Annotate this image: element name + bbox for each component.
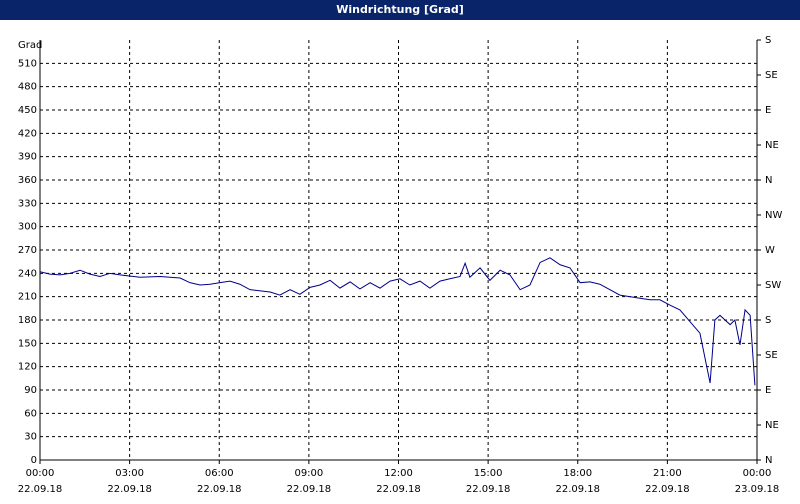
y-tick-label: 30	[24, 432, 37, 443]
x-tick-date: 22.09.18	[376, 484, 421, 495]
y-tick-label: 510	[18, 58, 37, 69]
x-tick-date: 22.09.18	[287, 484, 332, 495]
x-tick-date: 22.09.18	[645, 484, 690, 495]
y2-tick-label: N	[765, 175, 772, 186]
y-tick-label: 300	[18, 222, 37, 233]
y-tick-label: 180	[18, 315, 37, 326]
y2-tick-label: NW	[765, 210, 782, 221]
y2-tick-label: W	[765, 245, 775, 256]
y2-tick-label: N	[765, 455, 772, 466]
x-tick-date: 22.09.18	[466, 484, 511, 495]
y2-tick-label: SE	[765, 350, 778, 361]
y2-tick-label: SE	[765, 70, 778, 81]
y-axis-label: Grad	[18, 40, 42, 51]
y2-tick-label: SW	[765, 280, 781, 291]
y2-tick-label: NE	[765, 420, 779, 431]
y-tick-label: 240	[18, 268, 37, 279]
y-tick-label: 330	[18, 198, 37, 209]
x-tick-date: 22.09.18	[197, 484, 242, 495]
x-tick-label: 06:00	[205, 468, 234, 479]
y-tick-label: 150	[18, 338, 37, 349]
x-tick-date: 22.09.18	[555, 484, 600, 495]
title-bar	[0, 0, 800, 20]
y-tick-label: 90	[24, 385, 37, 396]
x-tick-label: 03:00	[115, 468, 144, 479]
x-tick-label: 00:00	[743, 468, 772, 479]
x-tick-label: 21:00	[653, 468, 682, 479]
y2-tick-label: E	[765, 105, 771, 116]
x-tick-date: 22.09.18	[107, 484, 152, 495]
y-tick-label: 210	[18, 292, 37, 303]
x-tick-label: 18:00	[563, 468, 592, 479]
x-tick-label: 15:00	[474, 468, 503, 479]
y-tick-label: 270	[18, 245, 37, 256]
y-tick-label: 360	[18, 175, 37, 186]
data-line	[39, 257, 756, 386]
y-tick-label: 450	[18, 105, 37, 116]
y-tick-label: 60	[24, 408, 37, 419]
x-tick-label: 12:00	[384, 468, 413, 479]
y-tick-label: 120	[18, 362, 37, 373]
x-tick-label: 00:00	[26, 468, 55, 479]
x-tick-label: 09:00	[294, 468, 323, 479]
y2-tick-label: NE	[765, 140, 779, 151]
y2-tick-label: S	[765, 315, 771, 326]
chart-title: Windrichtung [Grad]	[336, 3, 464, 16]
x-tick-date: 23.09.18	[735, 484, 780, 495]
y2-tick-label: S	[765, 35, 771, 46]
y-tick-label: 390	[18, 152, 37, 163]
y2-tick-label: E	[765, 385, 771, 396]
y-tick-label: 0	[31, 455, 37, 466]
y-tick-label: 420	[18, 128, 37, 139]
y-tick-label: 480	[18, 82, 37, 93]
x-tick-date: 22.09.18	[18, 484, 63, 495]
